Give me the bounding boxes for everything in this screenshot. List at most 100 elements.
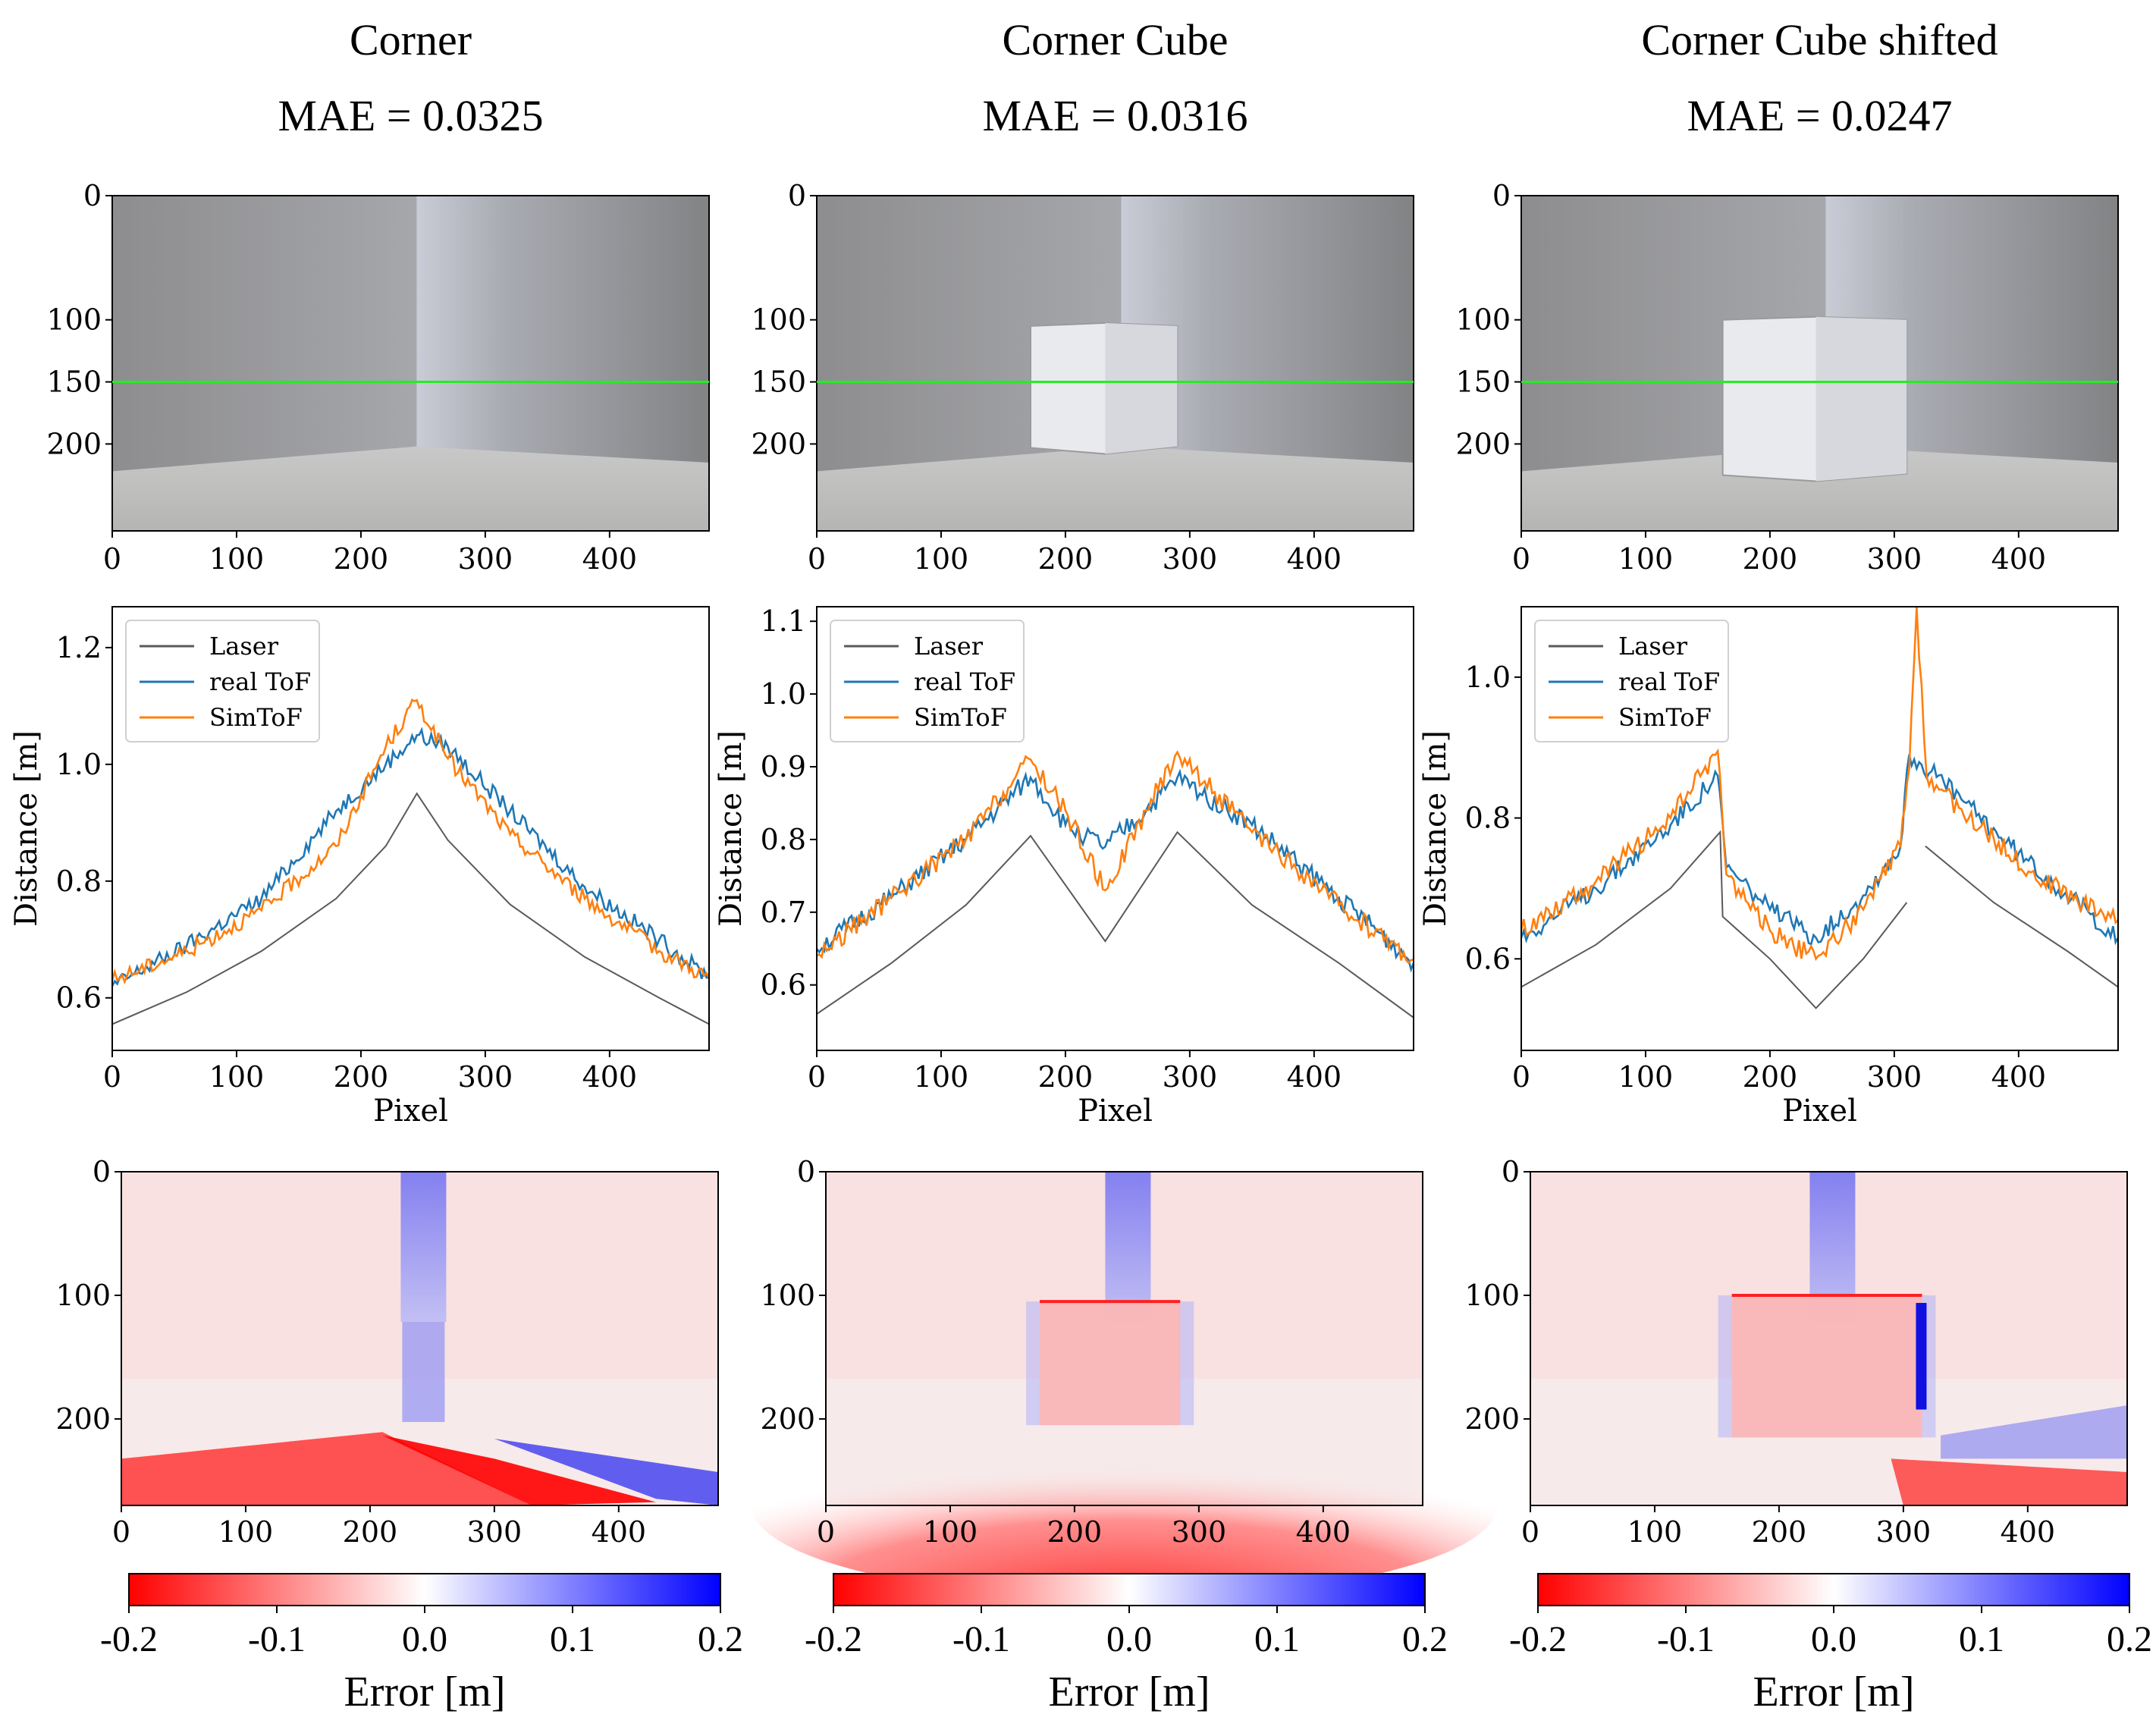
error-y-tick: 200 [55,1402,111,1436]
error-x-tick: 200 [343,1515,398,1549]
colorbar: -0.2 -0.1 0.0 0.1 0.2 Error [m] [100,1573,743,1714]
error-y-tick: 0 [93,1155,111,1188]
laser-line [817,830,1414,1019]
simtof-line [1521,607,2118,962]
error-x-tick: 0 [817,1515,835,1549]
laser-line [1521,830,2118,1009]
photo-x-tick: 200 [1743,542,1798,576]
panel-title: Corner [350,15,472,64]
chart-x-tick: 400 [1287,1060,1342,1094]
error-map: 0 100 200 300 400 0 100 200 [751,1155,1498,1599]
chart-x-tick: 0 [808,1060,826,1094]
colorbar: -0.2 -0.1 0.0 0.1 0.2 Error [m] [1509,1573,2152,1714]
legend-entry: Laser [914,632,984,661]
colorbar-tick: 0.1 [1254,1619,1300,1659]
legend-entry: real ToF [209,667,311,696]
colorbar-tick: 0.0 [1106,1619,1152,1659]
colorbar-tick: 0.0 [1811,1619,1856,1659]
mae-label: MAE = 0.0325 [278,91,543,140]
error-x-tick: 400 [1296,1515,1351,1549]
colorbar-label: Error [m] [1753,1668,1914,1714]
chart-x-tick: 0 [103,1060,121,1094]
photo-y-tick: 200 [751,427,806,460]
error-x-tick: 400 [592,1515,647,1549]
chart-x-tick: 300 [458,1060,513,1094]
photo-y-tick: 150 [751,366,806,399]
chart-x-tick: 300 [1163,1060,1218,1094]
photo-x-tick: 100 [1618,542,1674,576]
chart-y-tick: 0.8 [1465,802,1511,835]
chart-y-tick: 1.1 [761,604,806,638]
chart-x-tick: 100 [1618,1060,1674,1094]
error-cube-region [1040,1301,1181,1426]
error-x-tick: 100 [218,1515,274,1549]
distance-chart: 0 100 200 300 400 0.6 0.8 1.0 Pixel Distance [m] L… [1418,606,2119,1129]
legend: Laser real ToF SimToF [830,620,1025,742]
photo-x-tick: 300 [458,542,513,576]
colorbar-tick: -0.2 [100,1619,158,1659]
error-y-tick: 200 [1464,1402,1520,1436]
error-y-tick: 100 [1464,1279,1520,1312]
panel-2: Corner Cube MAE = 0.0316 0 100 200 300 400 0 100… [714,15,1498,1714]
chart-y-tick: 0.7 [761,896,806,929]
photo-x-tick: 0 [808,542,826,576]
error-y-tick: 200 [760,1402,815,1436]
legend: Laser real ToF SimToF [1534,620,1729,742]
error-blue-column [1105,1172,1151,1322]
chart-x-tick: 100 [209,1060,265,1094]
chart-y-tick: 1.0 [761,677,806,711]
panel-1: Corner MAE = 0.0325 0 100 200 300 400 0 100 150 20… [9,15,743,1714]
chart-y-tick: 0.9 [761,750,806,783]
error-x-tick: 200 [1047,1515,1103,1549]
error-x-tick: 0 [112,1515,130,1549]
scene-photo: 0 100 200 300 400 0 100 150 200 [46,179,710,576]
y-axis-label: Distance [m] [714,730,748,927]
colorbar-tick: -0.1 [1657,1619,1715,1659]
mae-label: MAE = 0.0247 [1687,91,1952,140]
error-x-tick: 100 [1627,1515,1683,1549]
error-y-tick: 0 [1502,1155,1520,1188]
scene-photo: 0 100 200 300 400 0 100 150 200 [751,179,1414,576]
chart-y-tick: 0.8 [761,823,806,856]
photo-y-tick: 100 [1455,303,1511,337]
colorbar: -0.2 -0.1 0.0 0.1 0.2 Error [m] [805,1573,1448,1714]
photo-x-tick: 0 [103,542,121,576]
chart-x-tick: 300 [1867,1060,1922,1094]
photo-y-tick: 150 [1455,366,1511,399]
colorbar-tick: 0.2 [2107,1619,2152,1659]
distance-chart: 0 100 200 300 400 0.6 0.7 0.8 0.9 1.0 1.1 Pixel Dist… [714,604,1414,1129]
colorbar-tick: 0.2 [698,1619,743,1659]
panel-title: Corner Cube [1003,15,1229,64]
scene-photo: 0 100 200 300 400 0 100 150 200 [1455,179,2119,576]
photo-x-tick: 100 [209,542,265,576]
colorbar-tick: -0.2 [805,1619,862,1659]
distance-chart: 0 100 200 300 400 0.6 0.8 1.0 1.2 Pixel Distance [… [9,606,710,1129]
panel-title: Corner Cube shifted [1641,15,1998,64]
colorbar-tick: 0.0 [402,1619,447,1659]
legend-entry: Laser [209,632,279,661]
error-x-tick: 0 [1521,1515,1539,1549]
chart-y-tick: 0.6 [1465,942,1511,975]
panel-3: Corner Cube shifted MAE = 0.0247 0 100 200 30… [1418,15,2152,1714]
error-y-tick: 0 [797,1155,815,1188]
colorbar-label: Error [m] [344,1668,505,1714]
photo-x-tick: 300 [1163,542,1218,576]
chart-y-tick: 0.6 [56,981,102,1015]
chart-x-tick: 200 [334,1060,389,1094]
chart-x-tick: 200 [1743,1060,1798,1094]
chart-x-tick: 400 [582,1060,638,1094]
photo-x-tick: 300 [1867,542,1922,576]
error-x-tick: 300 [1876,1515,1932,1549]
real-tof-line [112,727,709,987]
legend-entry: SimToF [914,703,1007,732]
simtof-line [112,698,709,985]
legend-entry: real ToF [1618,667,1720,696]
error-y-tick: 100 [760,1279,815,1312]
chart-y-tick: 0.8 [56,865,102,898]
colorbar-tick: 0.1 [1959,1619,2004,1659]
chart-x-tick: 0 [1512,1060,1530,1094]
photo-x-tick: 400 [1991,542,2047,576]
colorbar-tick: -0.1 [248,1619,306,1659]
error-y-tick: 100 [55,1279,111,1312]
colorbar-tick: -0.2 [1509,1619,1567,1659]
